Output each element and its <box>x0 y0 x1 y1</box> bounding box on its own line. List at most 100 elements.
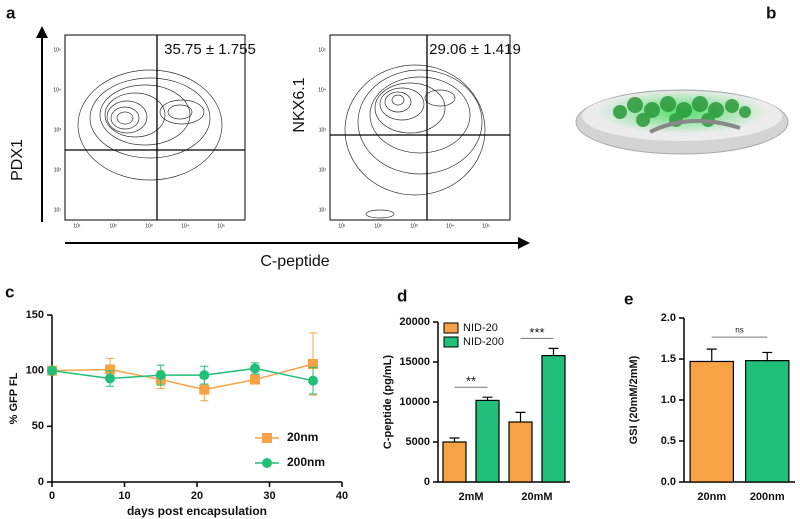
flow-tick-label: 10¹ <box>319 207 327 213</box>
flow-tick-label: 10⁴ <box>181 223 189 229</box>
illustration <box>575 89 789 155</box>
flow-tick-label: 10⁴ <box>318 87 326 93</box>
y-axis-label: % GFP FL <box>8 372 20 424</box>
bar <box>745 360 790 483</box>
series-line <box>51 367 314 382</box>
flow-tick-label: 10⁴ <box>53 87 61 93</box>
x-tick-label: 40 <box>336 490 348 502</box>
panel-label: c <box>5 282 14 301</box>
panel-label: d <box>397 286 407 305</box>
marker <box>105 364 115 375</box>
significance-label: *** <box>529 325 544 340</box>
y-tick-label: 150 <box>26 309 44 321</box>
bar <box>442 441 467 483</box>
flow-tick-label: 10² <box>54 167 62 173</box>
y-tick-label: 10000 <box>399 396 430 408</box>
flow-tick-label: 10⁴ <box>446 223 454 229</box>
x-tick-label: 200nm <box>750 491 785 503</box>
y-axis-label: C-peptide (pg/mL) <box>382 355 394 449</box>
bar <box>689 360 734 483</box>
x-label: C-peptide <box>260 253 329 270</box>
flow-tick-label: 10¹ <box>73 223 81 229</box>
flow-tick-label: 10⁵ <box>482 223 490 229</box>
error-bar <box>706 348 717 362</box>
y-tick-label: 50 <box>32 420 44 432</box>
marker <box>199 370 210 381</box>
legend-label: NID-200 <box>463 336 504 348</box>
bar <box>541 355 566 483</box>
marker <box>105 373 115 384</box>
flow-tick-label: 10⁵ <box>217 223 225 229</box>
flow-plot: 29.06 ± 1.419 <box>329 34 521 221</box>
x-tick-label: 20nm <box>697 491 726 503</box>
marker <box>47 365 57 376</box>
error-bar <box>548 347 559 356</box>
flow-tick-label: 10⁵ <box>53 47 61 53</box>
plot-frame <box>329 34 511 221</box>
legend-marker <box>262 433 272 443</box>
bar <box>475 399 500 483</box>
marker <box>199 384 210 395</box>
legend-label: NID-20 <box>463 322 498 334</box>
significance-label: ** <box>466 374 476 389</box>
panel-label: e <box>624 289 633 308</box>
contours <box>77 69 223 181</box>
flow-tick-label: 10² <box>109 223 117 229</box>
flow-tick-label: 10⁵ <box>318 47 326 53</box>
series-line <box>51 363 314 391</box>
x-tick-label: 20mM <box>521 491 552 503</box>
y-tick-label: 100 <box>26 365 44 377</box>
bar <box>508 421 533 483</box>
y-tick-label: 15000 <box>399 356 430 368</box>
y-label: NKX6.1 <box>291 77 308 132</box>
significance-label: ns <box>735 325 743 334</box>
error-bar <box>762 351 773 361</box>
legend-swatch <box>443 322 459 334</box>
x-axis-label: days post encapsulation <box>127 504 267 518</box>
y-tick-label: 1.5 <box>661 353 676 365</box>
y-tick-label: 0.0 <box>661 476 676 488</box>
y-tick-label: 0 <box>38 476 44 488</box>
y-tick-label: 20000 <box>399 316 430 328</box>
legend-label: 20nm <box>287 430 318 444</box>
y-tick-label: 0 <box>424 476 430 488</box>
flow-tick-label: 10² <box>319 167 327 173</box>
arrow-head <box>36 26 48 38</box>
panel-label: b <box>766 3 776 22</box>
y-tick-label: 5000 <box>406 436 430 448</box>
x-tick-label: 30 <box>263 490 275 502</box>
marker <box>250 363 260 374</box>
y-tick-label: 2.0 <box>661 312 676 324</box>
error-bar <box>449 437 460 442</box>
arrow-head <box>518 237 530 249</box>
x-tick-label: 20 <box>191 490 203 502</box>
quadrant-value: 29.06 ± 1.419 <box>429 41 521 58</box>
plot-frame <box>64 34 246 221</box>
legend-label: 200nm <box>287 455 325 469</box>
legend-swatch <box>443 336 459 348</box>
y-tick-label: 0.5 <box>661 435 676 447</box>
x-tick-label: 0 <box>49 490 55 502</box>
flow-tick-label: 10³ <box>410 223 418 229</box>
y-label: PDX1 <box>9 139 26 181</box>
x-tick-label: 2mM <box>458 491 483 503</box>
flow-plot: 35.75 ± 1.755 <box>64 34 256 221</box>
y-tick-label: 1.0 <box>661 394 676 406</box>
flow-tick-label: 10¹ <box>54 207 62 213</box>
error-bar <box>515 411 526 422</box>
error-bar <box>482 396 493 401</box>
legend-marker <box>262 458 272 468</box>
marker <box>308 358 318 369</box>
flow-tick-label: 10¹ <box>338 223 346 229</box>
marker <box>155 370 166 381</box>
contours <box>344 64 486 219</box>
flow-tick-label: 10² <box>374 223 382 229</box>
marker <box>250 374 260 385</box>
x-tick-label: 10 <box>118 490 130 502</box>
y-axis-label: GSI (20mM/2mM) <box>628 355 640 444</box>
panel-label: a <box>6 3 16 22</box>
quadrant-value: 35.75 ± 1.755 <box>164 41 256 58</box>
flow-tick-label: 10³ <box>54 127 62 133</box>
